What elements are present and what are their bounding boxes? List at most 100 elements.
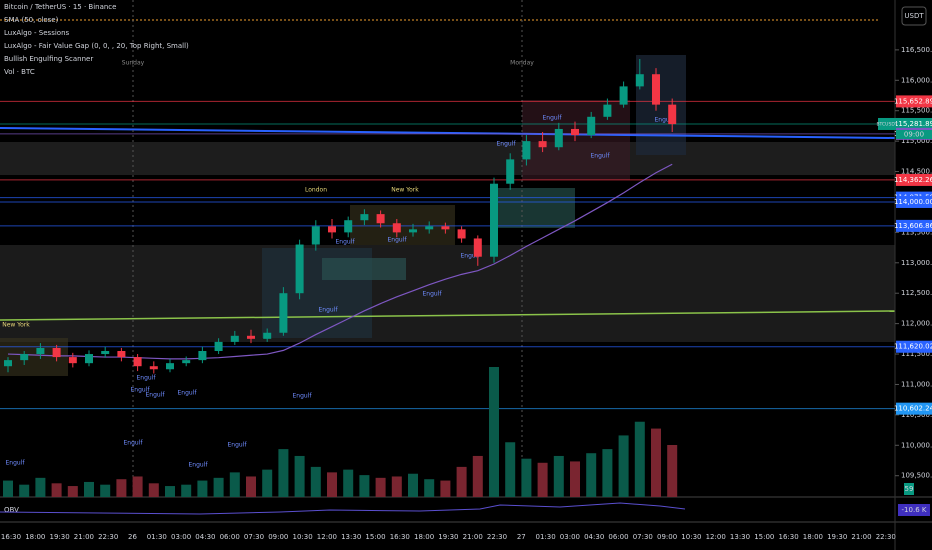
candle-body [182, 360, 191, 364]
price-label-box [896, 173, 932, 186]
volume-bar [310, 466, 321, 497]
x-tick-label: 21:00 [463, 533, 483, 541]
annotation: Engulf [178, 390, 198, 397]
price-label: 114,362.26 [894, 176, 932, 184]
candle-body [619, 86, 628, 105]
volume-bar [197, 480, 208, 497]
candle-body [295, 244, 304, 294]
obv-line [0, 502, 686, 515]
x-tick-label: 22:30 [876, 533, 896, 541]
x-tick-label: 13:30 [341, 533, 361, 541]
x-tick-label: 12:00 [317, 533, 337, 541]
volume-bar [343, 469, 354, 497]
trend-line [0, 127, 896, 139]
volume-bar [424, 479, 435, 497]
x-tick-label: 19:30 [438, 533, 458, 541]
volume-bar [262, 469, 273, 497]
volume-bar [100, 484, 111, 497]
x-tick-label: 03:00 [560, 533, 580, 541]
x-tick-label: 06:00 [608, 533, 628, 541]
candle-body [506, 159, 515, 184]
price-label: 113,606.86 [894, 222, 932, 230]
candle-body [68, 357, 77, 364]
x-tick-label: 06:00 [220, 533, 240, 541]
y-tick-label: 112,500.00 [901, 289, 932, 297]
candle-body [457, 229, 466, 239]
volume-bar [553, 455, 564, 497]
volume-bar [391, 476, 402, 497]
price-label-box [896, 340, 932, 353]
x-tick-label: 18:00 [414, 533, 434, 541]
volume-bar [246, 476, 256, 497]
volume-bar [359, 475, 370, 497]
x-tick-label: 09:00 [657, 533, 677, 541]
fvg-box [322, 258, 406, 280]
x-tick-label: 16:30 [390, 533, 410, 541]
candle-body [425, 226, 434, 230]
annotation: Engulf [189, 462, 209, 469]
volume-bar [19, 484, 30, 497]
candle-body [52, 347, 61, 358]
candle-body [571, 128, 579, 136]
y-tick-label: 116,000.00 [901, 76, 932, 84]
volume-bar [67, 486, 78, 497]
currency[interactable]: USDT [904, 12, 924, 20]
x-tick-label: 07:30 [244, 533, 264, 541]
annotation: Engulf [228, 442, 248, 449]
volume-bar [229, 472, 240, 497]
volume-bar [586, 453, 597, 497]
annotation: New York [391, 187, 419, 194]
price-label-box [896, 117, 932, 130]
candle-body [652, 74, 660, 105]
x-tick-label: 01:30 [536, 533, 556, 541]
y-tick-label: 111,000.00 [901, 380, 932, 388]
volume-label-box [904, 483, 914, 495]
x-tick-label: 16:30 [1, 533, 21, 541]
annotation: Engulf [543, 115, 563, 122]
volume-bar [521, 458, 532, 497]
volume-bar [165, 486, 175, 497]
annotation: Engulf [497, 141, 517, 148]
volume-bar [327, 472, 337, 497]
y-tick-label: 112,000.00 [901, 320, 932, 328]
volume-bar [132, 476, 143, 497]
candle-body [101, 351, 110, 355]
candle-body [554, 128, 563, 148]
annotation: New York [2, 322, 30, 329]
candle-body [538, 141, 547, 148]
volume-bar [440, 480, 451, 497]
indicator: LuxAlgo - Sessions [4, 29, 69, 37]
candle-body [360, 214, 369, 221]
y-tick-label: 114,500.00 [901, 168, 932, 176]
candle-body [230, 335, 239, 342]
candle-body [20, 354, 29, 361]
zone [0, 142, 895, 175]
volume-bar [505, 442, 516, 497]
candle-body [263, 332, 272, 339]
candle-body [635, 74, 644, 87]
session-box [636, 55, 686, 155]
obv-label: -10.6 K [902, 506, 927, 514]
currency-button[interactable] [901, 6, 927, 26]
indicator: LuxAlgo - Fair Value Gap (0, 0, , 20, To… [4, 42, 189, 50]
pane-title: OBV [4, 506, 19, 514]
session-box [522, 100, 630, 180]
candle-body [409, 229, 417, 233]
x-tick-label: 03:00 [171, 533, 191, 541]
volume-bar [3, 480, 13, 497]
annotation: Monday [510, 60, 534, 67]
x-tick-label: 21:00 [74, 533, 94, 541]
volume-bar [618, 435, 629, 497]
annotation: Engulf [591, 153, 611, 160]
x-tick-label: 04:30 [195, 533, 215, 541]
x-tick-label: 10:30 [293, 533, 313, 541]
x-tick-label: 26 [128, 533, 137, 541]
volume-bar [651, 428, 661, 497]
annotation: Engulf [655, 117, 675, 124]
candle-body [668, 104, 677, 125]
candle-body [490, 183, 498, 257]
candle-body [214, 341, 223, 352]
ticker-box [878, 117, 896, 130]
candle-body [473, 238, 482, 257]
